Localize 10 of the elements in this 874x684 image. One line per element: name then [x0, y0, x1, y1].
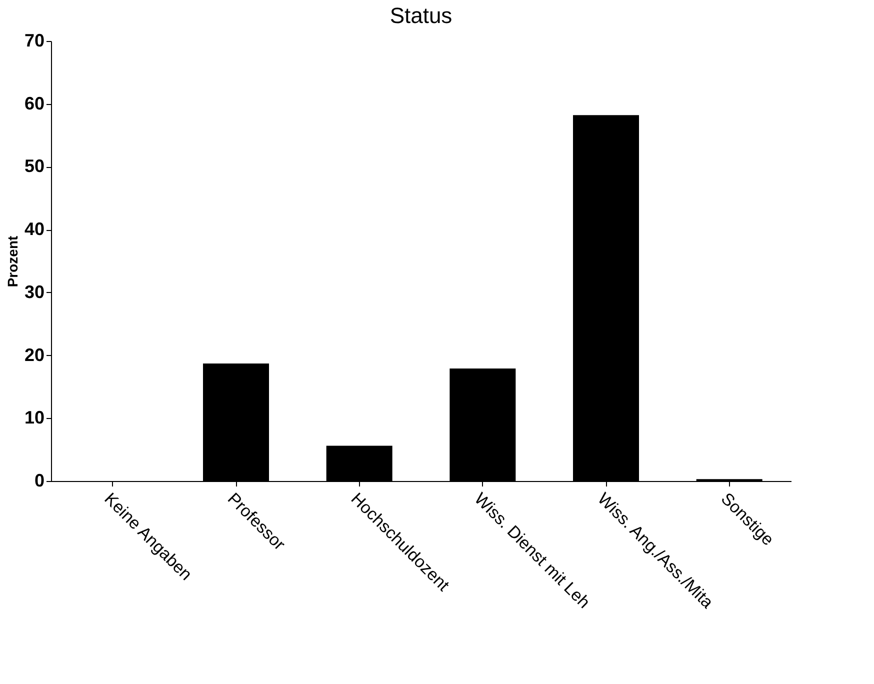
- y-tick-label: 60: [24, 93, 44, 114]
- y-tick-label: 0: [34, 470, 44, 490]
- y-tick-label: 10: [24, 408, 44, 428]
- y-tick-label: 50: [24, 156, 44, 176]
- y-tick-label: 20: [24, 344, 44, 365]
- chart-title: Status: [390, 3, 452, 28]
- y-tick-label: 70: [24, 30, 44, 50]
- y-axis-title: Prozent: [4, 235, 20, 288]
- y-tick-label: 40: [24, 219, 44, 240]
- y-tick-label: 30: [24, 282, 44, 302]
